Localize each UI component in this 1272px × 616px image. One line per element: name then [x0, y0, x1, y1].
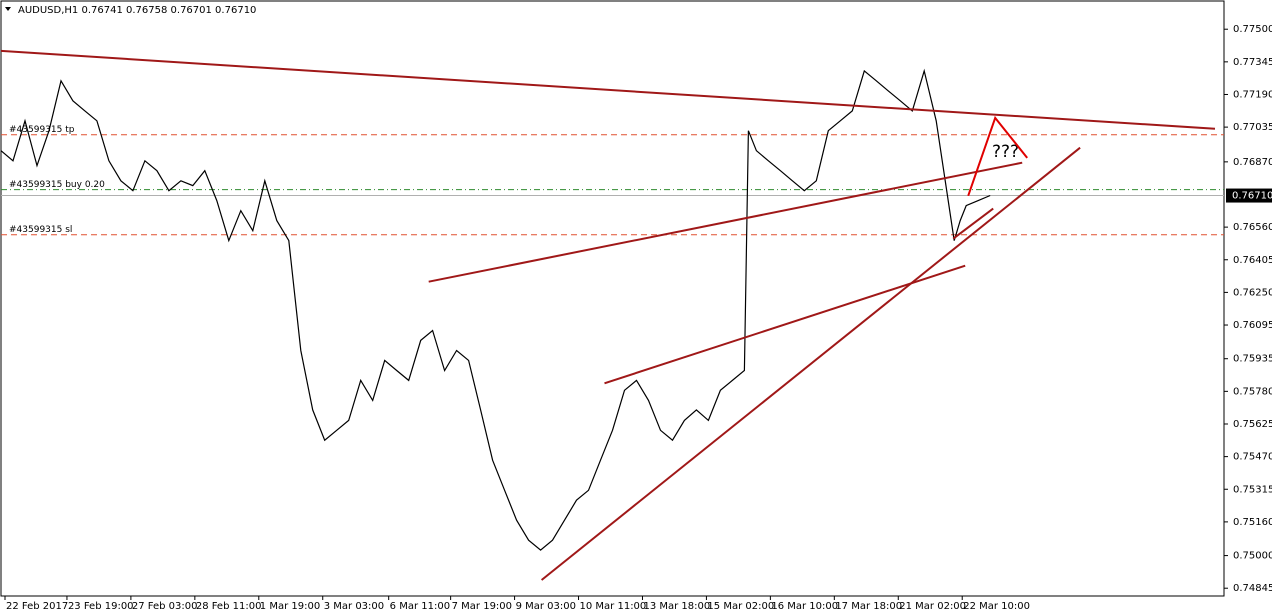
- y-tick-label: 0.75935: [1233, 354, 1272, 365]
- y-tick-label: 0.75625: [1233, 419, 1272, 430]
- x-tick-label: 23 Feb 19:00: [68, 601, 134, 612]
- order-label: #43599315 buy 0.20: [9, 180, 105, 190]
- x-tick-label: 13 Mar 18:00: [643, 601, 710, 612]
- x-tick-label: 17 Mar 18:00: [835, 601, 902, 612]
- x-tick-label: 27 Feb 03:00: [132, 601, 198, 612]
- x-tick-label: 22 Feb 2017: [6, 601, 68, 612]
- x-tick-label: 28 Feb 11:00: [196, 601, 262, 612]
- trendline: [952, 207, 994, 240]
- current-price-box: [1226, 188, 1272, 203]
- y-tick-label: 0.76405: [1233, 255, 1272, 266]
- y-tick-label: 0.77500: [1233, 24, 1272, 35]
- order-label: #43599315 sl: [9, 225, 72, 235]
- y-tick-label: 0.76250: [1233, 287, 1272, 298]
- y-tick-label: 0.77190: [1233, 89, 1272, 100]
- y-tick-label: 0.76560: [1233, 222, 1272, 233]
- x-tick-label: 16 Mar 10:00: [771, 601, 838, 612]
- plot-frame: [0, 0, 1225, 597]
- trendline: [540, 146, 1081, 581]
- order-label: #43599315 tp: [9, 125, 75, 135]
- y-tick-label: 0.77035: [1233, 122, 1272, 133]
- y-tick-label: 0.75315: [1233, 484, 1272, 495]
- x-tick-label: 15 Mar 02:00: [707, 601, 774, 612]
- annotation: ???: [992, 142, 1019, 162]
- y-tick-label: 0.75160: [1233, 517, 1272, 528]
- trendline: [0, 49, 1216, 130]
- trendline: [604, 264, 966, 385]
- y-tick-label: 0.76870: [1233, 157, 1272, 168]
- x-tick-label: 9 Mar 03:00: [516, 601, 576, 612]
- current-price-label: 0.76710: [1232, 191, 1272, 202]
- y-tick-label: 0.77345: [1233, 57, 1272, 68]
- x-tick-label: 3 Mar 03:00: [324, 601, 384, 612]
- x-tick-label: 7 Mar 19:00: [452, 601, 512, 612]
- trendline: [967, 115, 1028, 197]
- header-arrow: [5, 7, 11, 11]
- y-tick-label: 0.75780: [1233, 386, 1272, 397]
- y-tick-label: 0.76095: [1233, 320, 1272, 331]
- y-tick-label: 0.75470: [1233, 452, 1272, 463]
- x-tick-label: 6 Mar 11:00: [390, 601, 450, 612]
- x-tick-label: 22 Mar 10:00: [963, 601, 1030, 612]
- trendline: [428, 161, 1023, 283]
- x-tick-label: 21 Mar 02:00: [899, 601, 966, 612]
- x-tick-label: 1 Mar 19:00: [260, 601, 320, 612]
- y-tick-label: 0.75000: [1233, 551, 1272, 562]
- x-tick-label: 10 Mar 11:00: [580, 601, 647, 612]
- y-tick-label: 0.74845: [1233, 583, 1272, 594]
- price-line: [0, 68, 991, 551]
- chart-header: AUDUSD,H1 0.76741 0.76758 0.76701 0.7671…: [18, 5, 256, 16]
